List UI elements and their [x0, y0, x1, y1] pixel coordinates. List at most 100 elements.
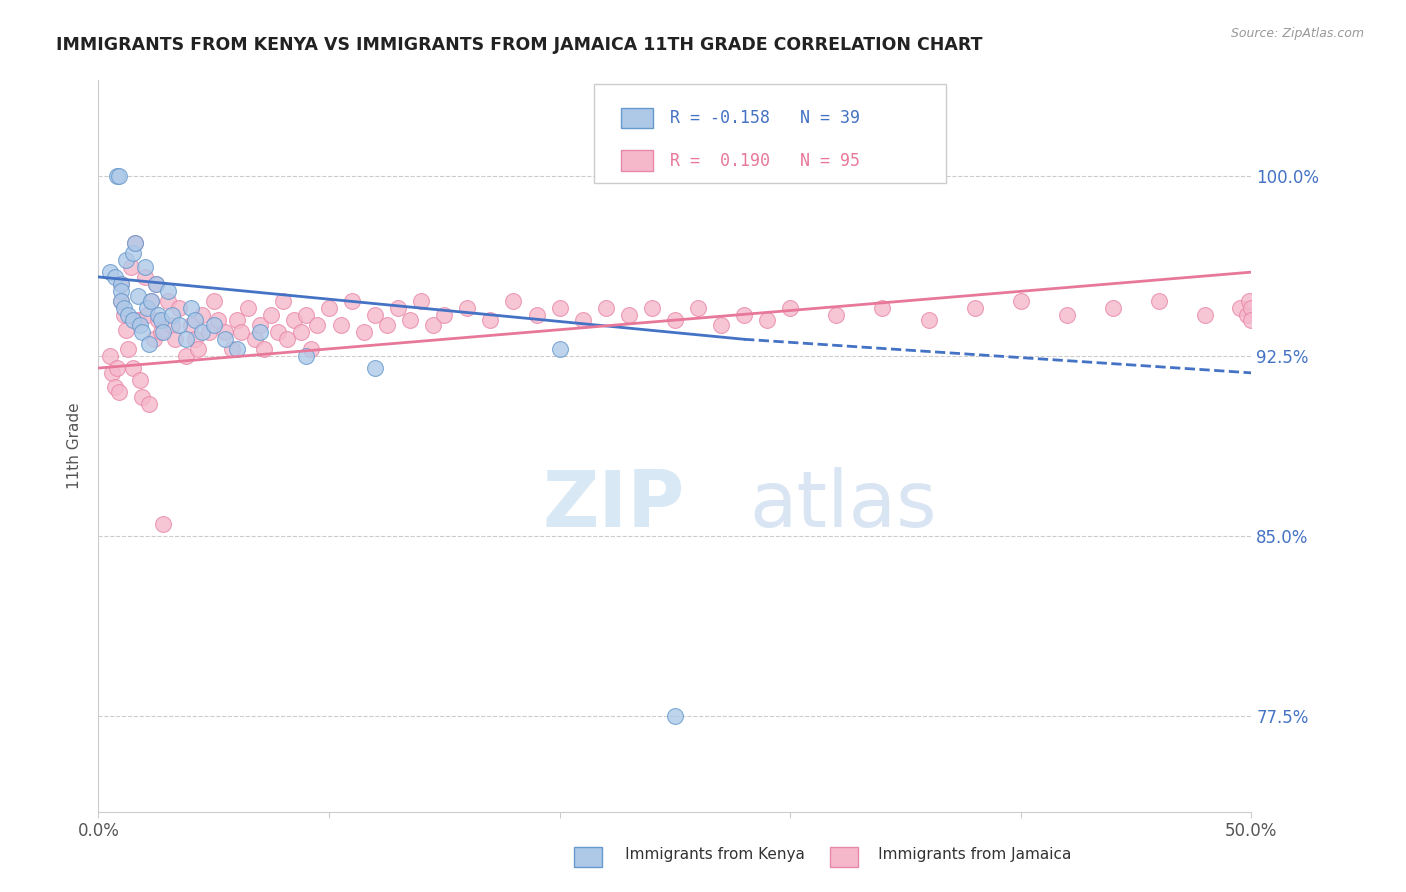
- Point: [105, 169, 128, 184]
- Point: [115, 323, 138, 337]
- Point: [329, 318, 352, 332]
- Point: [202, 293, 225, 308]
- Text: atlas: atlas: [749, 467, 938, 542]
- Point: [112, 308, 135, 322]
- Point: [299, 342, 322, 356]
- Point: [963, 301, 986, 315]
- Text: ZIP: ZIP: [543, 467, 685, 542]
- Text: Immigrants from Jamaica: Immigrants from Jamaica: [844, 847, 1071, 862]
- Point: [387, 301, 409, 315]
- Point: [167, 301, 190, 315]
- Point: [571, 313, 593, 327]
- Point: [526, 308, 548, 322]
- Point: [238, 301, 260, 315]
- Point: [110, 293, 132, 308]
- Point: [225, 313, 247, 327]
- Point: [122, 361, 145, 376]
- Point: [1102, 301, 1125, 315]
- Point: [422, 318, 444, 332]
- Point: [108, 385, 131, 400]
- Text: R = -0.158   N = 39: R = -0.158 N = 39: [671, 109, 860, 127]
- Point: [318, 301, 340, 315]
- Point: [1237, 293, 1260, 308]
- Point: [134, 260, 156, 275]
- Point: [122, 246, 145, 260]
- Point: [124, 236, 146, 251]
- Point: [548, 301, 571, 315]
- Point: [124, 236, 146, 251]
- Point: [145, 277, 167, 292]
- Point: [110, 285, 132, 299]
- Point: [411, 293, 433, 308]
- Point: [141, 293, 163, 308]
- Point: [138, 397, 160, 411]
- Point: [202, 318, 225, 332]
- Point: [134, 269, 156, 284]
- Point: [375, 318, 398, 332]
- Point: [117, 342, 139, 356]
- Point: [290, 325, 312, 339]
- Point: [148, 313, 170, 327]
- Point: [135, 301, 157, 315]
- Point: [103, 380, 125, 394]
- Point: [1194, 308, 1216, 322]
- Point: [1010, 293, 1032, 308]
- Text: Immigrants from Kenya: Immigrants from Kenya: [591, 847, 804, 862]
- Point: [129, 318, 152, 332]
- Point: [825, 308, 848, 322]
- Point: [156, 285, 179, 299]
- Point: [149, 325, 172, 339]
- Point: [184, 313, 207, 327]
- Point: [142, 332, 165, 346]
- Point: [103, 269, 125, 284]
- Point: [110, 293, 132, 308]
- Point: [283, 313, 305, 327]
- Point: [245, 332, 267, 346]
- Point: [271, 293, 294, 308]
- Point: [122, 313, 145, 327]
- Point: [174, 332, 197, 346]
- Point: [1240, 313, 1263, 327]
- Point: [187, 342, 209, 356]
- Point: [364, 308, 387, 322]
- Point: [479, 313, 502, 327]
- Point: [1240, 301, 1263, 315]
- Point: [98, 349, 121, 363]
- Point: [231, 325, 253, 339]
- Point: [115, 253, 138, 268]
- Text: Source: ZipAtlas.com: Source: ZipAtlas.com: [1230, 27, 1364, 40]
- Point: [1147, 293, 1170, 308]
- Point: [110, 277, 132, 292]
- Point: [872, 301, 894, 315]
- Point: [214, 332, 236, 346]
- Point: [779, 301, 801, 315]
- Point: [163, 332, 186, 346]
- Point: [307, 318, 329, 332]
- FancyBboxPatch shape: [595, 84, 946, 183]
- Point: [249, 318, 271, 332]
- Point: [152, 516, 174, 531]
- Point: [127, 289, 149, 303]
- Point: [664, 313, 686, 327]
- Point: [710, 318, 733, 332]
- Point: [267, 325, 290, 339]
- Point: [340, 293, 363, 308]
- Point: [364, 361, 387, 376]
- Point: [664, 708, 686, 723]
- Y-axis label: 11th Grade: 11th Grade: [67, 402, 83, 490]
- Point: [101, 366, 124, 380]
- Point: [1236, 308, 1258, 322]
- Point: [1229, 301, 1251, 315]
- FancyBboxPatch shape: [620, 151, 652, 171]
- Point: [131, 325, 153, 339]
- Point: [198, 325, 221, 339]
- FancyBboxPatch shape: [620, 108, 652, 128]
- Point: [276, 332, 298, 346]
- Point: [160, 308, 183, 322]
- Point: [917, 313, 939, 327]
- Point: [225, 342, 247, 356]
- Point: [756, 313, 779, 327]
- Point: [110, 277, 132, 292]
- Point: [180, 301, 202, 315]
- Point: [108, 169, 131, 184]
